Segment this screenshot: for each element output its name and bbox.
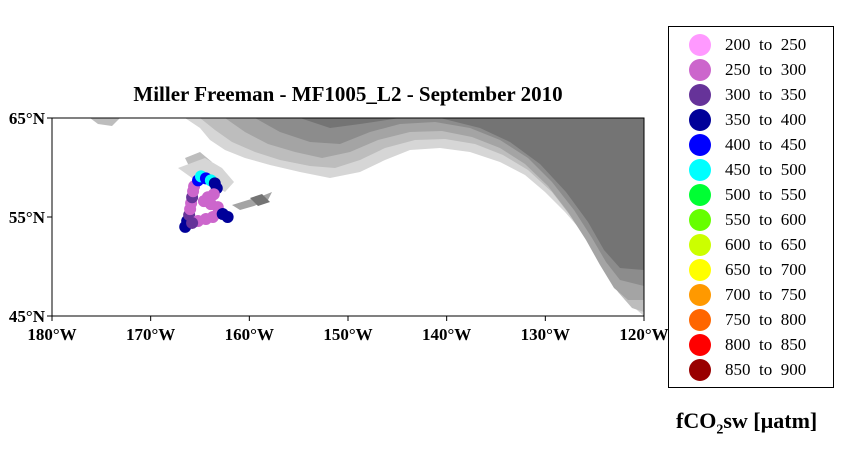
lon-tick-label: 130°W: [521, 325, 570, 344]
legend-swatch: [689, 84, 711, 106]
legend-item: 400 to 450: [689, 134, 806, 156]
track-point: [186, 216, 199, 229]
cruise-track: [179, 170, 234, 233]
legend-swatch: [689, 359, 711, 381]
track-point: [221, 211, 234, 223]
lon-tick-label: 120°W: [619, 325, 668, 344]
legend-label: 350 to 400: [725, 110, 807, 129]
legend-label: 800 to 850: [725, 335, 807, 354]
legend-label: 200 to 250: [725, 35, 807, 54]
lat-tick-label: 45°N: [9, 307, 46, 326]
legend-item: 200 to 250: [689, 34, 806, 56]
legend-item: 750 to 800: [689, 309, 806, 331]
legend-item: 800 to 850: [689, 334, 806, 356]
longitude-ticks: 180°W 170°W 160°W 150°W 140°W 130°W 120°W: [27, 316, 669, 344]
legend-swatch: [689, 209, 711, 231]
legend-item: 300 to 350: [689, 84, 806, 106]
legend-item: 250 to 300: [689, 59, 806, 81]
legend-label: 750 to 800: [725, 310, 807, 329]
legend-swatch: [689, 309, 711, 331]
legend-label: 250 to 300: [725, 60, 807, 79]
legend-label: 700 to 750: [725, 285, 807, 304]
legend: 200 to 250 250 to 300 300 to 350 350 to 400…: [668, 26, 834, 388]
map-title: Miller Freeman - MF1005_L2 - September 2…: [133, 82, 563, 106]
lon-tick-label: 160°W: [225, 325, 274, 344]
units-rest: sw [µatm]: [723, 408, 818, 433]
legend-item: 450 to 500: [689, 159, 806, 181]
legend-label: 400 to 450: [725, 135, 807, 154]
legend-swatch: [689, 184, 711, 206]
legend-item: 550 to 600: [689, 209, 806, 231]
legend-swatch: [689, 134, 711, 156]
legend-item: 350 to 400: [689, 109, 806, 131]
lon-tick-label: 170°W: [126, 325, 175, 344]
legend-label: 650 to 700: [725, 260, 807, 279]
legend-item: 500 to 550: [689, 184, 806, 206]
units-label: fCO2sw [µatm]: [676, 408, 817, 438]
legend-label: 500 to 550: [725, 185, 807, 204]
units-main: fCO: [676, 408, 717, 433]
units-subscript: 2: [716, 422, 724, 438]
legend-item: 600 to 650: [689, 234, 806, 256]
latitude-ticks: 65°N 55°N 45°N: [9, 109, 52, 326]
legend-label: 450 to 500: [725, 160, 807, 179]
legend-label: 600 to 650: [725, 235, 807, 254]
lon-tick-label: 180°W: [27, 325, 76, 344]
legend-swatch: [689, 159, 711, 181]
legend-item: 850 to 900: [689, 359, 806, 381]
legend-swatch: [689, 109, 711, 131]
legend-item: 650 to 700: [689, 259, 806, 281]
legend-swatch: [689, 59, 711, 81]
lat-tick-label: 65°N: [9, 109, 46, 128]
legend-swatch: [689, 234, 711, 256]
lat-tick-label: 55°N: [9, 208, 46, 227]
legend-item: 700 to 750: [689, 284, 806, 306]
legend-label: 300 to 350: [725, 85, 807, 104]
legend-label: 850 to 900: [725, 360, 807, 379]
legend-label: 550 to 600: [725, 210, 807, 229]
lon-tick-label: 150°W: [323, 325, 372, 344]
legend-swatch: [689, 334, 711, 356]
sea-shading: [52, 118, 644, 316]
legend-swatch: [689, 259, 711, 281]
legend-swatch: [689, 34, 711, 56]
legend-swatch: [689, 284, 711, 306]
lon-tick-label: 140°W: [422, 325, 471, 344]
